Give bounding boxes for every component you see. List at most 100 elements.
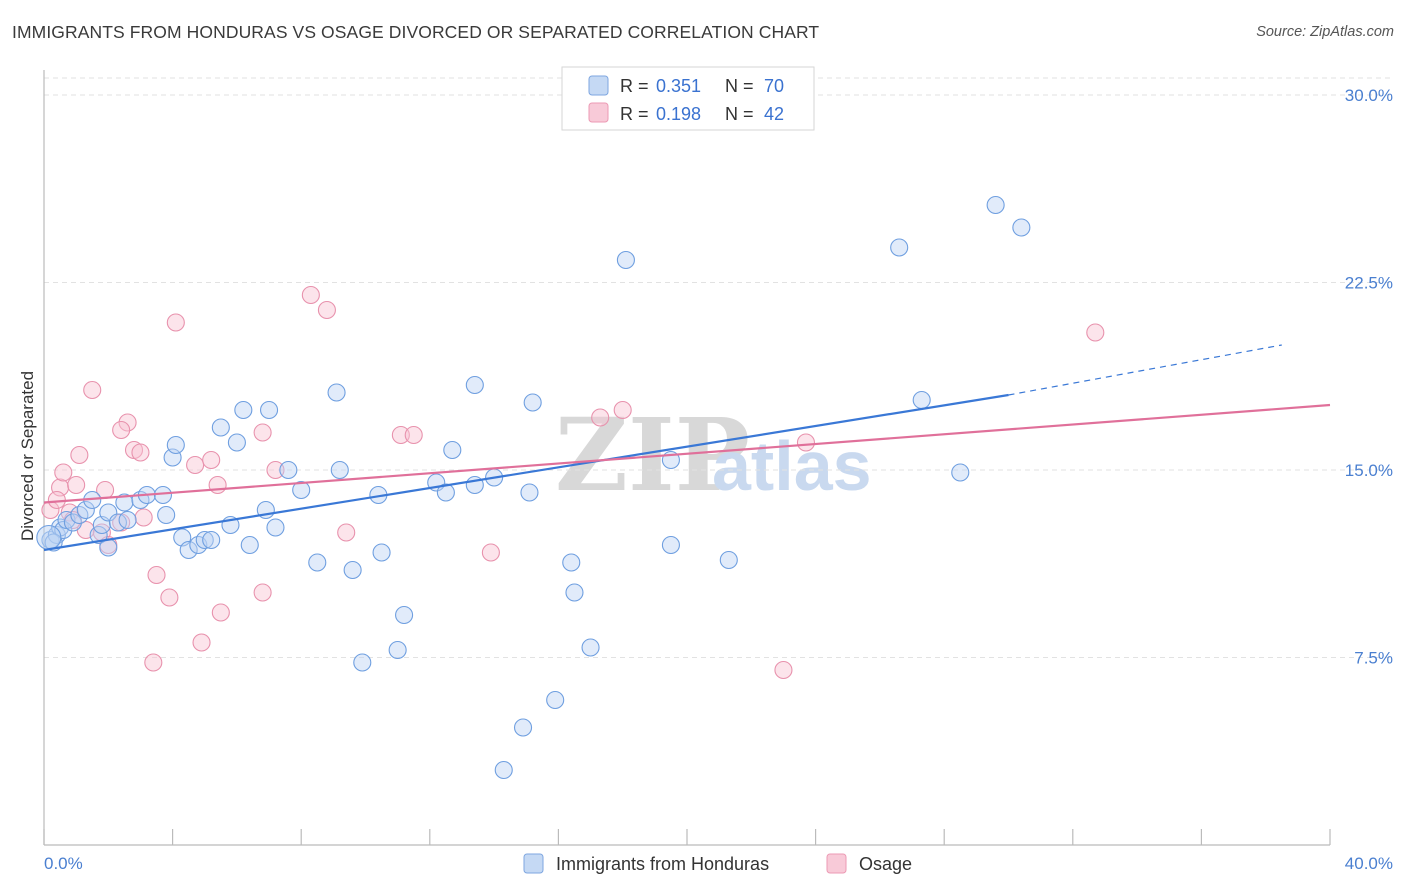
- osage-trend-line: [43, 403, 1331, 504]
- honduras-point: [76, 500, 95, 520]
- honduras-point: [443, 440, 462, 460]
- y-axis-label: Divorced or Separated: [18, 371, 37, 541]
- bottom-legend-label-osage: Osage: [859, 854, 912, 874]
- bottom-legend-label-honduras: Immigrants from Honduras: [556, 854, 769, 874]
- legend-n-value-2: 42: [764, 104, 784, 124]
- honduras-point: [513, 718, 533, 737]
- bottom-legend: Immigrants from Honduras Osage: [523, 853, 912, 874]
- osage-point: [83, 380, 102, 400]
- osage-points: [41, 285, 1105, 680]
- osage-point: [70, 445, 89, 465]
- osage-point: [796, 433, 816, 452]
- honduras-point: [166, 435, 185, 455]
- legend-r-label-2: R =: [620, 104, 649, 124]
- osage-point: [166, 313, 185, 332]
- gridlines: [44, 77, 1390, 658]
- osage-point: [317, 300, 336, 320]
- honduras-point: [330, 460, 349, 480]
- honduras-trend-line: [43, 393, 1009, 552]
- osage-point: [112, 420, 131, 440]
- honduras-point: [308, 553, 327, 572]
- osage-point: [208, 475, 227, 495]
- honduras-point: [986, 195, 1005, 215]
- honduras-point: [89, 525, 108, 545]
- osage-point: [202, 450, 221, 470]
- honduras-point: [520, 483, 539, 502]
- legend-swatch-blue: [588, 75, 609, 96]
- watermark-atlas: atlas: [712, 427, 872, 505]
- honduras-trend-line-extension: [1008, 344, 1282, 396]
- honduras-point: [661, 535, 680, 555]
- osage-point: [192, 633, 211, 652]
- osage-point: [147, 565, 166, 585]
- osage-point: [134, 508, 153, 527]
- honduras-point: [565, 583, 584, 602]
- honduras-point: [395, 605, 414, 625]
- osage-point: [774, 660, 793, 680]
- osage-point: [591, 408, 610, 427]
- honduras-point: [616, 250, 635, 270]
- honduras-point: [240, 535, 259, 555]
- legend-box: R = 0.351 N = 70 R = 0.198 N = 42: [561, 66, 815, 131]
- honduras-point: [372, 543, 391, 562]
- x-axis-ticks: [43, 829, 1331, 845]
- honduras-point: [266, 518, 285, 537]
- osage-point: [144, 653, 163, 672]
- honduras-point: [465, 375, 484, 395]
- x-tick-label-max: 40.0%: [1345, 854, 1393, 873]
- honduras-point: [202, 530, 221, 550]
- y-tick-label: 7.5%: [1354, 649, 1393, 668]
- legend-n-value-1: 70: [764, 76, 784, 96]
- honduras-point: [1012, 218, 1031, 237]
- osage-point: [404, 425, 423, 445]
- osage-point: [337, 523, 356, 542]
- honduras-point: [890, 238, 909, 257]
- honduras-point-cluster: [36, 524, 62, 551]
- osage-point: [481, 543, 500, 562]
- osage-point: [266, 460, 285, 480]
- osage-point: [186, 455, 205, 475]
- osage-point: [131, 443, 150, 462]
- bottom-legend-swatch-pink: [826, 853, 847, 874]
- honduras-point: [388, 640, 407, 660]
- osage-point: [301, 285, 320, 305]
- honduras-point: [292, 480, 311, 500]
- honduras-point: [118, 510, 137, 530]
- y-tick-label: 30.0%: [1345, 86, 1393, 105]
- honduras-point: [227, 433, 246, 452]
- honduras-point: [63, 513, 82, 532]
- honduras-point: [436, 483, 455, 502]
- legend-r-label-1: R =: [620, 76, 649, 96]
- honduras-point: [951, 463, 970, 482]
- y-tick-label: 15.0%: [1345, 461, 1393, 480]
- osage-point: [391, 425, 410, 445]
- y-tick-label: 22.5%: [1345, 274, 1393, 293]
- honduras-point: [234, 400, 253, 420]
- honduras-point: [912, 390, 931, 410]
- legend-swatch-pink: [588, 102, 609, 123]
- watermark-zip: ZIP: [555, 396, 750, 514]
- legend-r-value-2: 0.198: [656, 104, 701, 124]
- osage-point: [613, 400, 632, 420]
- honduras-point: [719, 550, 738, 570]
- osage-point: [160, 588, 179, 607]
- honduras-point: [353, 653, 372, 672]
- honduras-point: [195, 530, 214, 550]
- bottom-legend-swatch-blue: [523, 853, 544, 874]
- y-axis-tick-labels: 7.5% 15.0% 22.5% 30.0%: [1345, 86, 1393, 668]
- honduras-point: [157, 505, 176, 525]
- honduras-point: [523, 393, 542, 412]
- legend-n-label-2: N =: [725, 104, 754, 124]
- honduras-point: [99, 503, 118, 522]
- honduras-point: [562, 553, 581, 572]
- osage-point: [253, 423, 272, 442]
- honduras-point: [179, 540, 198, 560]
- honduras-point: [546, 690, 565, 710]
- legend-r-value-1: 0.351: [656, 76, 701, 96]
- osage-point: [211, 603, 230, 622]
- osage-point: [67, 475, 86, 495]
- honduras-point: [581, 638, 600, 657]
- x-tick-label-min: 0.0%: [44, 854, 83, 873]
- honduras-point: [343, 560, 362, 580]
